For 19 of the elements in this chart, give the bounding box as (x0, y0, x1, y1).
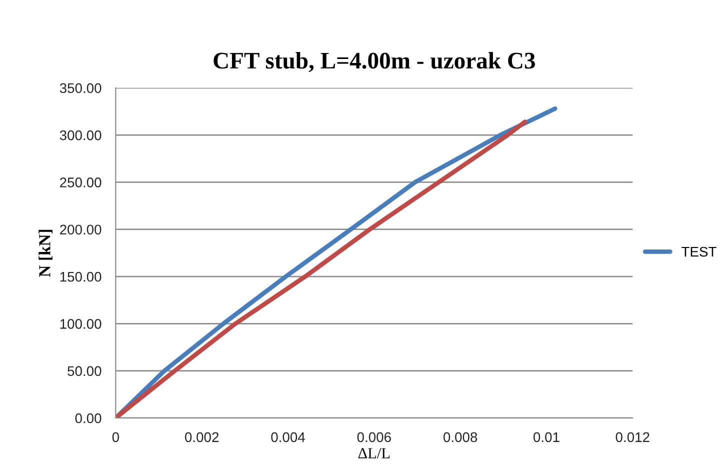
legend-label: TEST (682, 246, 716, 257)
x-tick-label: 0.006 (357, 432, 391, 442)
y-tick-label: 300.00 (60, 130, 102, 140)
x-tick-label: 0.004 (271, 432, 305, 442)
y-tick-label: 50.00 (68, 366, 102, 376)
x-tick-label: 0.012 (616, 432, 650, 442)
y-tick-label: 100.00 (60, 319, 102, 329)
chart-title: CFT stub, L=4.00m - uzorak C3 (214, 52, 535, 72)
x-tick-label: 0.01 (533, 432, 560, 442)
y-tick-label: 150.00 (60, 272, 102, 282)
x-tick-label: 0.008 (443, 432, 478, 442)
x-tick-label: 0 (112, 432, 119, 442)
x-tick-label: 0.002 (185, 432, 219, 442)
y-tick-label: 350.00 (60, 83, 102, 94)
x-axis-title: ΔL/L (358, 448, 390, 458)
y-axis-title: N [kN] (38, 230, 52, 277)
y-tick-label: 250.00 (60, 178, 102, 188)
y-tick-label: 200.00 (60, 224, 102, 235)
y-tick-label: 0.00 (75, 413, 102, 424)
